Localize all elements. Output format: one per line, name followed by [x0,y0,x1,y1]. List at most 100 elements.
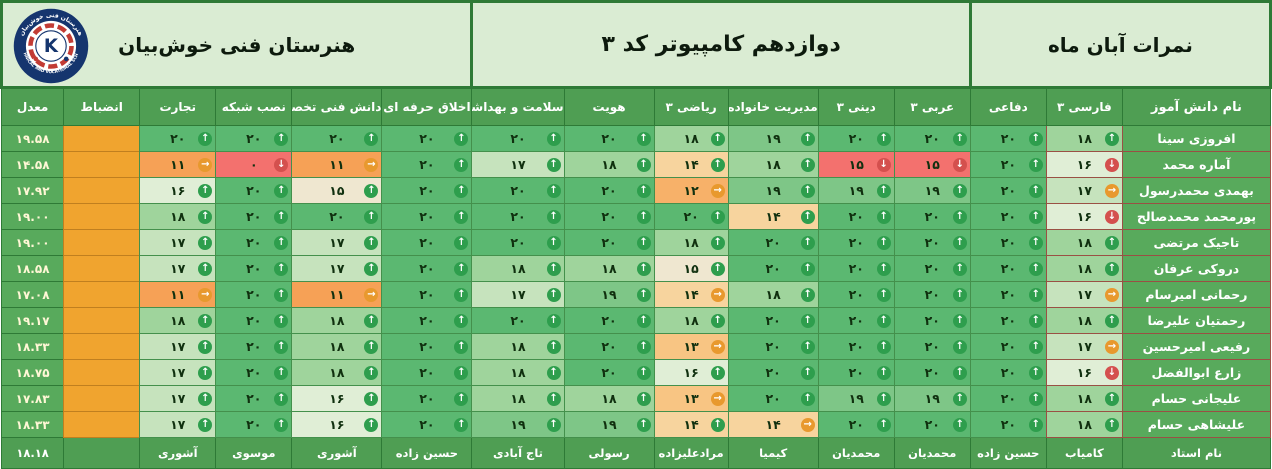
grade-cell-salamat[interactable]: ↑ ۲۰ [471,203,565,230]
grade-cell-tejarat[interactable]: → ۱۱ [139,281,217,308]
grade-cell-arabi3[interactable]: ↑ ۲۰ [893,333,971,360]
discipline-cell[interactable] [63,255,141,282]
grade-cell-nasb[interactable]: ↑ ۲۰ [215,359,293,386]
discipline-cell[interactable] [63,411,141,438]
grade-cell-hoviat[interactable]: ↑ ۲۰ [563,333,655,360]
grade-cell-arabi3[interactable]: ↑ ۲۰ [893,411,971,438]
grade-cell-tejarat[interactable]: ↑ ۱۷ [139,229,217,256]
grade-cell-danesh[interactable]: ↑ ۱۸ [291,359,383,386]
grade-cell-dini3[interactable]: ↑ ۲۰ [817,229,895,256]
grade-cell-farsi3[interactable]: → ۱۷ [1045,333,1123,360]
grade-cell-farsi3[interactable]: → ۱۷ [1045,281,1123,308]
grade-cell-modiriat[interactable]: ↑ ۱۹ [727,177,819,204]
grade-cell-nasb[interactable]: ↑ ۲۰ [215,307,293,334]
student-name[interactable]: رحمتیان علیرضا [1121,307,1272,334]
discipline-cell[interactable] [63,203,141,230]
grade-cell-dini3[interactable]: ↑ ۲۰ [817,307,895,334]
student-average[interactable]: ۱۸.۵۸ [0,255,65,282]
grade-cell-hoviat[interactable]: ↑ ۲۰ [563,229,655,256]
teacher-cell-empty[interactable] [63,437,141,469]
grade-cell-farsi3[interactable]: ↑ ۱۸ [1045,411,1123,438]
grade-cell-defaei[interactable]: ↑ ۲۰ [969,177,1047,204]
grade-cell-danesh[interactable]: ↑ ۱۷ [291,255,383,282]
teacher-name-modiriat[interactable]: کیمیا [727,437,819,469]
grade-cell-akhlagh[interactable]: ↑ ۲۰ [381,359,473,386]
grade-cell-danesh[interactable]: → ۱۱ [291,151,383,178]
discipline-cell[interactable] [63,307,141,334]
student-average[interactable]: ۱۷.۸۳ [0,385,65,412]
teacher-name-hoviat[interactable]: رسولی [563,437,655,469]
grade-cell-salamat[interactable]: ↑ ۲۰ [471,229,565,256]
grade-cell-danesh[interactable]: ↑ ۲۰ [291,203,383,230]
grade-cell-modiriat[interactable]: ↑ ۱۸ [727,281,819,308]
grade-cell-dini3[interactable]: ↑ ۱۹ [817,177,895,204]
teacher-name-danesh[interactable]: آشوری [291,437,383,469]
grade-cell-modiriat[interactable]: ↑ ۱۴ [727,203,819,230]
grade-cell-farsi3[interactable]: ↑ ۱۸ [1045,385,1123,412]
grade-cell-dini3[interactable]: ↑ ۲۰ [817,125,895,152]
grade-cell-hoviat[interactable]: ↑ ۲۰ [563,125,655,152]
teacher-name-defaei[interactable]: حسین زاده [969,437,1047,469]
student-name[interactable]: بهمدی محمدرسول [1121,177,1272,204]
grade-cell-defaei[interactable]: ↑ ۲۰ [969,411,1047,438]
grade-cell-modiriat[interactable]: ↑ ۲۰ [727,255,819,282]
grade-cell-nasb[interactable]: ↑ ۲۰ [215,229,293,256]
discipline-cell[interactable] [63,151,141,178]
grade-cell-hoviat[interactable]: ↑ ۱۸ [563,385,655,412]
grade-cell-hoviat[interactable]: ↑ ۱۸ [563,255,655,282]
grade-cell-farsi3[interactable]: → ۱۷ [1045,177,1123,204]
discipline-cell[interactable] [63,229,141,256]
grade-cell-arabi3[interactable]: ↓ ۱۵ [893,151,971,178]
grade-cell-akhlagh[interactable]: ↑ ۲۰ [381,125,473,152]
student-average[interactable]: ۱۹.۰۰ [0,203,65,230]
student-name[interactable]: دروکی عرفان [1121,255,1272,282]
grade-cell-arabi3[interactable]: ↑ ۱۹ [893,385,971,412]
grade-cell-salamat[interactable]: ↑ ۲۰ [471,307,565,334]
grade-cell-salamat[interactable]: ↑ ۱۹ [471,411,565,438]
student-name[interactable]: پورمحمد محمدصالح [1121,203,1272,230]
grade-cell-salamat[interactable]: ↑ ۱۷ [471,151,565,178]
student-average[interactable]: ۱۹.۰۰ [0,229,65,256]
grade-cell-riazi3[interactable]: → ۱۲ [653,177,729,204]
grade-cell-akhlagh[interactable]: ↑ ۲۰ [381,203,473,230]
teacher-name-farsi3[interactable]: کامیاب [1045,437,1123,469]
grade-cell-dini3[interactable]: ↑ ۲۰ [817,333,895,360]
grade-cell-riazi3[interactable]: → ۱۳ [653,333,729,360]
grade-cell-farsi3[interactable]: ↓ ۱۶ [1045,359,1123,386]
grade-cell-nasb[interactable]: ↓ ۰ [215,151,293,178]
grade-cell-nasb[interactable]: ↑ ۲۰ [215,333,293,360]
grade-cell-modiriat[interactable]: ↑ ۱۹ [727,125,819,152]
grade-cell-salamat[interactable]: ↑ ۲۰ [471,125,565,152]
grade-cell-riazi3[interactable]: ↑ ۱۸ [653,229,729,256]
grade-cell-dini3[interactable]: ↑ ۲۰ [817,411,895,438]
grade-cell-defaei[interactable]: ↑ ۲۰ [969,307,1047,334]
grade-cell-riazi3[interactable]: → ۱۴ [653,281,729,308]
grade-cell-akhlagh[interactable]: ↑ ۲۰ [381,411,473,438]
grade-cell-modiriat[interactable]: ↑ ۲۰ [727,385,819,412]
grade-cell-defaei[interactable]: ↑ ۲۰ [969,385,1047,412]
student-name[interactable]: علیشاهی حسام [1121,411,1272,438]
student-average[interactable]: ۱۸.۳۳ [0,411,65,438]
grade-cell-modiriat[interactable]: ↑ ۲۰ [727,307,819,334]
grade-cell-farsi3[interactable]: ↓ ۱۶ [1045,151,1123,178]
student-average[interactable]: ۱۷.۹۲ [0,177,65,204]
grade-cell-akhlagh[interactable]: ↑ ۲۰ [381,307,473,334]
class-average[interactable]: ۱۸.۱۸ [0,437,65,469]
student-name[interactable]: افروزی سینا [1121,125,1272,152]
teacher-name-tejarat[interactable]: آشوری [139,437,217,469]
grade-cell-defaei[interactable]: ↑ ۲۰ [969,359,1047,386]
grade-cell-farsi3[interactable]: ↑ ۱۸ [1045,307,1123,334]
grade-cell-dini3[interactable]: ↑ ۲۰ [817,359,895,386]
grade-cell-nasb[interactable]: ↑ ۲۰ [215,125,293,152]
grade-cell-akhlagh[interactable]: ↑ ۲۰ [381,281,473,308]
student-name[interactable]: آماره محمد [1121,151,1272,178]
grade-cell-farsi3[interactable]: ↑ ۱۸ [1045,229,1123,256]
grade-cell-hoviat[interactable]: ↑ ۱۸ [563,151,655,178]
grade-cell-dini3[interactable]: ↑ ۲۰ [817,281,895,308]
grade-cell-modiriat[interactable]: ↑ ۲۰ [727,359,819,386]
grade-cell-danesh[interactable]: → ۱۱ [291,281,383,308]
grade-cell-tejarat[interactable]: ↑ ۱۸ [139,307,217,334]
grade-cell-tejarat[interactable]: ↑ ۱۷ [139,359,217,386]
grade-cell-arabi3[interactable]: ↑ ۲۰ [893,125,971,152]
grade-cell-riazi3[interactable]: ↑ ۱۴ [653,151,729,178]
